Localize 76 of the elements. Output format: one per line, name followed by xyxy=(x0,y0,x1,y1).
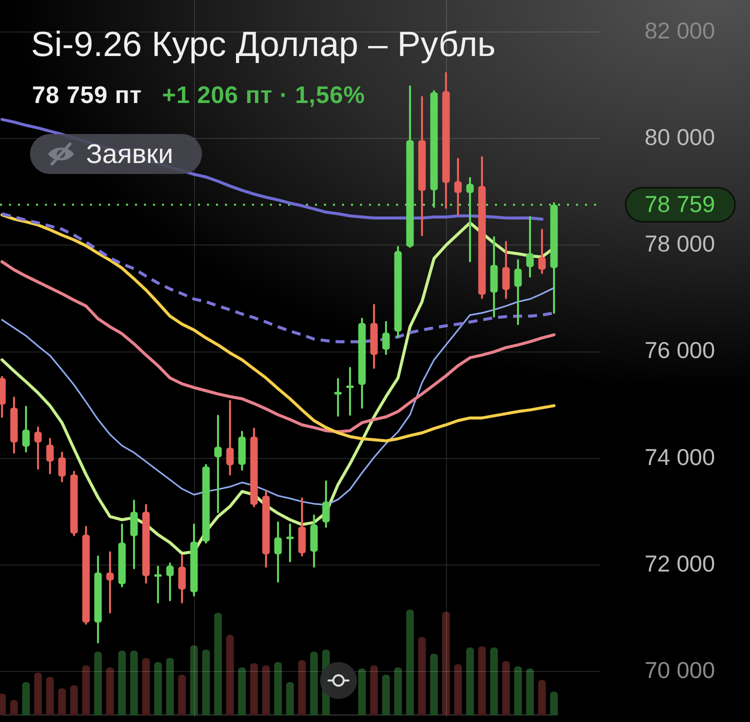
candlestick xyxy=(46,438,54,474)
bar xyxy=(298,660,306,716)
bar xyxy=(142,658,150,716)
y-tick-label: 72 000 xyxy=(644,550,715,576)
candlestick xyxy=(538,228,546,274)
candlestick xyxy=(346,366,354,416)
bar xyxy=(154,662,162,716)
y-tick-label: 76 000 xyxy=(644,337,715,364)
bar xyxy=(502,661,510,716)
bar xyxy=(262,665,270,716)
bar xyxy=(286,682,294,716)
candlestick xyxy=(226,400,234,476)
bar xyxy=(442,612,450,716)
y-tick-label: 70 000 xyxy=(644,657,715,684)
y-tick-label: 82 000 xyxy=(644,17,715,44)
bar xyxy=(130,650,138,716)
candlestick xyxy=(106,551,114,614)
bar xyxy=(214,612,222,716)
candlestick xyxy=(286,524,294,562)
bar xyxy=(370,665,378,716)
bar xyxy=(178,674,186,716)
candlestick xyxy=(178,554,186,604)
bar xyxy=(118,650,126,716)
bar xyxy=(34,672,42,716)
candlestick xyxy=(34,426,42,470)
bar xyxy=(490,647,498,716)
bar xyxy=(46,676,54,716)
candlestick xyxy=(154,566,162,604)
bar xyxy=(538,680,546,716)
candlestick xyxy=(382,320,390,355)
candlestick xyxy=(514,259,522,326)
bar xyxy=(82,665,90,716)
candlestick xyxy=(502,241,510,299)
candlestick xyxy=(22,406,30,453)
text: 78 759 пт xyxy=(32,82,142,109)
bar xyxy=(70,685,78,716)
candlestick xyxy=(166,562,174,602)
candlestick xyxy=(274,521,282,583)
bar xyxy=(202,650,210,716)
bar xyxy=(226,634,234,716)
bar xyxy=(58,688,66,716)
bar xyxy=(394,667,402,716)
candlestick xyxy=(454,158,462,216)
candlestick xyxy=(214,414,222,514)
ref-line-label: 78 759 xyxy=(644,191,715,218)
bar xyxy=(478,646,486,716)
bar xyxy=(514,666,522,716)
bar xyxy=(190,645,198,716)
bar xyxy=(358,668,366,716)
bar xyxy=(94,652,102,716)
bar xyxy=(238,667,246,716)
candlestick xyxy=(334,378,342,417)
bar xyxy=(22,682,30,716)
bar xyxy=(166,658,174,716)
bar xyxy=(430,654,438,716)
bar xyxy=(382,674,390,716)
candlestick xyxy=(322,480,330,528)
bar xyxy=(406,610,414,716)
bar xyxy=(418,636,426,716)
annotation: +1 206 пт · 1,56% xyxy=(162,82,366,109)
bar xyxy=(274,662,282,716)
candlestick xyxy=(526,216,534,278)
bar xyxy=(250,663,258,716)
candlestick xyxy=(58,452,66,482)
pill-button: Заявки xyxy=(30,134,202,174)
text: Si-9.26 Курс Доллар – Рубль xyxy=(31,25,496,65)
y-tick-label: 78 000 xyxy=(644,230,715,257)
bar xyxy=(106,667,114,716)
bar xyxy=(310,652,318,716)
bar xyxy=(550,692,558,716)
bar xyxy=(526,668,534,716)
bar xyxy=(466,647,474,716)
bar xyxy=(454,664,462,716)
bar xyxy=(10,700,18,716)
y-tick-label: 74 000 xyxy=(644,444,715,470)
y-tick-label: 80 000 xyxy=(644,124,715,150)
